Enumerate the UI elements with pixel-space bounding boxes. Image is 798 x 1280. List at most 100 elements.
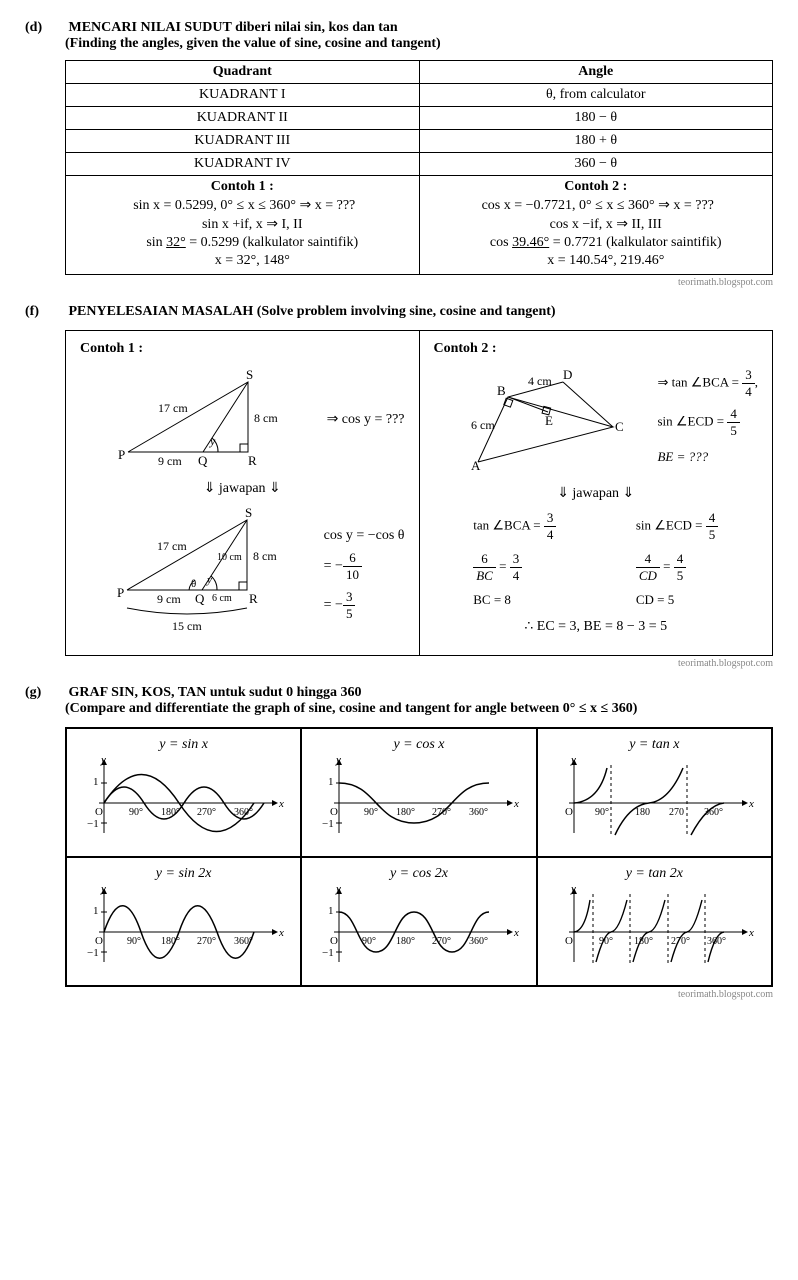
svg-text:360°: 360° [469, 936, 488, 947]
graph-tan-2x: y = tan 2x O y x 90° 180° 270° 360° [537, 857, 772, 986]
svg-text:x: x [748, 798, 754, 810]
svg-text:y: y [209, 434, 216, 448]
svg-text:y: y [570, 754, 576, 766]
eq: sin x = 0.5299, 0° ≤ x ≤ 360° ⇒ x = ??? [80, 197, 409, 214]
svg-text:x: x [513, 798, 519, 810]
svg-text:8 cm: 8 cm [254, 411, 278, 425]
svg-text:O: O [330, 935, 338, 947]
section-f: (f) PENYELESAIAN MASALAH (Solve problem … [25, 304, 773, 669]
jawapan: ⇓ jawapan ⇓ [80, 480, 405, 497]
svg-text:9 cm: 9 cm [157, 592, 181, 606]
svg-text:270°: 270° [197, 936, 216, 947]
svg-text:y: y [335, 883, 341, 895]
eq: sin 32° = 0.5299 (kalkulator saintifik) [96, 235, 409, 251]
svg-text:C: C [615, 419, 624, 434]
svg-text:O: O [565, 806, 573, 818]
svg-text:−1: −1 [322, 818, 334, 830]
eq: sin x +if, x ⇒ I, II [96, 216, 409, 233]
eq: x = 140.54°, 219.46° [450, 253, 763, 269]
svg-text:90°: 90° [129, 807, 143, 818]
svg-text:90°: 90° [364, 807, 378, 818]
svg-text:E: E [545, 413, 553, 428]
svg-text:x: x [278, 927, 284, 939]
svg-text:90°: 90° [599, 936, 613, 947]
graph-cos-x: y = cos x 1 −1 O y x 90° 180° 270° 360° [301, 728, 536, 857]
watermark: teorimath.blogspot.com [25, 277, 773, 288]
svg-text:180°: 180° [634, 936, 653, 947]
svg-text:360°: 360° [704, 807, 723, 818]
example-1: Contoh 1 : sin x = 0.5299, 0° ≤ x ≤ 360°… [66, 176, 420, 275]
svg-text:90°: 90° [127, 936, 141, 947]
final: ∴ EC = 3, BE = 8 − 3 = 5 [434, 618, 759, 635]
question: ⇒ cos y = ??? [327, 411, 405, 428]
answer: cos y = −cos θ = −610 = −35 [324, 528, 405, 622]
svg-text:10 cm: 10 cm [217, 552, 242, 563]
svg-text:P: P [117, 585, 124, 600]
svg-text:y: y [100, 754, 106, 766]
cell: KUADRANT III [66, 130, 420, 153]
cell: 180 − θ [419, 107, 773, 130]
svg-text:O: O [330, 806, 338, 818]
examples-box: Contoh 1 : S P Q R 17 cm 8 cm 9 cm y ⇒ c… [65, 330, 773, 656]
svg-text:1: 1 [328, 776, 334, 788]
svg-text:4 cm: 4 cm [528, 374, 552, 388]
cell: KUADRANT II [66, 107, 420, 130]
triangle-1: S P Q R 17 cm 8 cm 9 cm y [118, 367, 283, 472]
quadrant-table: QuadrantAngle KUADRANT Iθ, from calculat… [65, 60, 773, 275]
svg-text:360°: 360° [469, 807, 488, 818]
section-d: (d) MENCARI NILAI SUDUT diberi nilai sin… [25, 20, 773, 288]
f-example-2: Contoh 2 : A B C D E 4 cm 6 cm ⇒ tan ∠BC… [420, 331, 773, 655]
svg-text:8 cm: 8 cm [253, 549, 277, 563]
eq: cos x −if, x ⇒ II, III [450, 216, 763, 233]
ex2-title: Contoh 2 : [564, 179, 627, 194]
svg-text:−1: −1 [87, 947, 99, 959]
cell: KUADRANT I [66, 84, 420, 107]
svg-text:R: R [248, 453, 257, 468]
svg-text:S: S [246, 367, 253, 382]
svg-text:y: y [100, 883, 106, 895]
ex-title: Contoh 2 : [434, 341, 497, 356]
svg-text:270: 270 [669, 807, 684, 818]
th-quadrant: Quadrant [66, 61, 420, 84]
label-g: (g) [25, 685, 65, 701]
svg-text:270°: 270° [197, 807, 216, 818]
cell: KUADRANT IV [66, 153, 420, 176]
svg-text:y: y [335, 754, 341, 766]
svg-text:270°: 270° [671, 936, 690, 947]
svg-text:360°: 360° [707, 936, 726, 947]
graph-tan-x: y = tan x O y x 90° 180 270 360° [537, 728, 772, 857]
svg-text:−1: −1 [322, 947, 334, 959]
svg-text:180°: 180° [161, 936, 180, 947]
cell: 180 + θ [419, 130, 773, 153]
eq: cos x = −0.7721, 0° ≤ x ≤ 360° ⇒ x = ??? [434, 197, 763, 214]
eq: cos 39.46° = 0.7721 (kalkulator saintifi… [450, 235, 763, 251]
label-d: (d) [25, 20, 65, 36]
svg-text:180°: 180° [396, 807, 415, 818]
svg-text:180°: 180° [161, 807, 180, 818]
svg-text:90°: 90° [362, 936, 376, 947]
triangle-1b: S P Q R 17 cm 10 cm 8 cm 9 cm 6 cm y θ 1… [117, 505, 287, 645]
svg-text:y: y [570, 883, 576, 895]
svg-text:y: y [206, 574, 212, 586]
example-2: Contoh 2 : cos x = −0.7721, 0° ≤ x ≤ 360… [419, 176, 773, 275]
section-g: (g) GRAF SIN, KOS, TAN untuk sudut 0 hin… [25, 685, 773, 1000]
svg-text:θ: θ [191, 578, 196, 590]
svg-text:B: B [497, 383, 506, 398]
svg-text:−1: −1 [87, 818, 99, 830]
svg-text:6 cm: 6 cm [471, 418, 495, 432]
svg-text:Q: Q [198, 453, 208, 468]
svg-text:9 cm: 9 cm [158, 454, 182, 468]
title-d: MENCARI NILAI SUDUT diberi nilai sin, ko… [69, 20, 398, 35]
svg-text:1: 1 [328, 905, 334, 917]
watermark: teorimath.blogspot.com [25, 989, 773, 1000]
subtitle-g: (Compare and differentiate the graph of … [65, 701, 637, 716]
svg-text:x: x [513, 927, 519, 939]
jawapan: ⇓ jawapan ⇓ [434, 485, 759, 502]
svg-text:O: O [565, 935, 573, 947]
f-example-1: Contoh 1 : S P Q R 17 cm 8 cm 9 cm y ⇒ c… [66, 331, 420, 655]
watermark: teorimath.blogspot.com [25, 658, 773, 669]
question: ⇒ tan ∠BCA = 34, sin ∠ECD = 45 BE = ??? [657, 367, 758, 465]
svg-text:1: 1 [93, 905, 99, 917]
graph-cos-2x: y = cos 2x 1 −1 O y x 90° 180° 270° 360° [301, 857, 536, 986]
svg-text:R: R [249, 591, 258, 606]
